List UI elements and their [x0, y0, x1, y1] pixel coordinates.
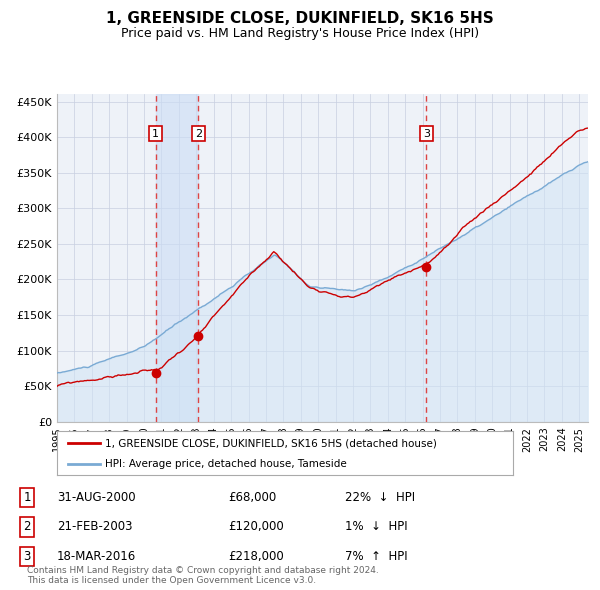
Text: 31-AUG-2000: 31-AUG-2000 [57, 491, 136, 504]
Text: 3: 3 [23, 550, 31, 563]
Text: 1: 1 [152, 129, 159, 139]
Text: 2: 2 [195, 129, 202, 139]
Bar [155, 94, 199, 422]
Text: Price paid vs. HM Land Registry's House Price Index (HPI): Price paid vs. HM Land Registry's House … [121, 27, 479, 40]
Text: 1, GREENSIDE CLOSE, DUKINFIELD, SK16 5HS: 1, GREENSIDE CLOSE, DUKINFIELD, SK16 5HS [106, 11, 494, 25]
Text: £68,000: £68,000 [228, 491, 276, 504]
Text: 2: 2 [23, 520, 31, 533]
Text: £120,000: £120,000 [228, 520, 284, 533]
Text: 7%  ↑  HPI: 7% ↑ HPI [345, 550, 407, 563]
Text: 1%  ↓  HPI: 1% ↓ HPI [345, 520, 407, 533]
Text: 1, GREENSIDE CLOSE, DUKINFIELD, SK16 5HS (detached house): 1, GREENSIDE CLOSE, DUKINFIELD, SK16 5HS… [105, 438, 437, 448]
Text: HPI: Average price, detached house, Tameside: HPI: Average price, detached house, Tame… [105, 459, 347, 469]
Text: 1: 1 [23, 491, 31, 504]
Text: £218,000: £218,000 [228, 550, 284, 563]
Text: 18-MAR-2016: 18-MAR-2016 [57, 550, 136, 563]
Text: Contains HM Land Registry data © Crown copyright and database right 2024.
This d: Contains HM Land Registry data © Crown c… [27, 566, 379, 585]
Text: 22%  ↓  HPI: 22% ↓ HPI [345, 491, 415, 504]
Text: 3: 3 [423, 129, 430, 139]
Text: 21-FEB-2003: 21-FEB-2003 [57, 520, 133, 533]
